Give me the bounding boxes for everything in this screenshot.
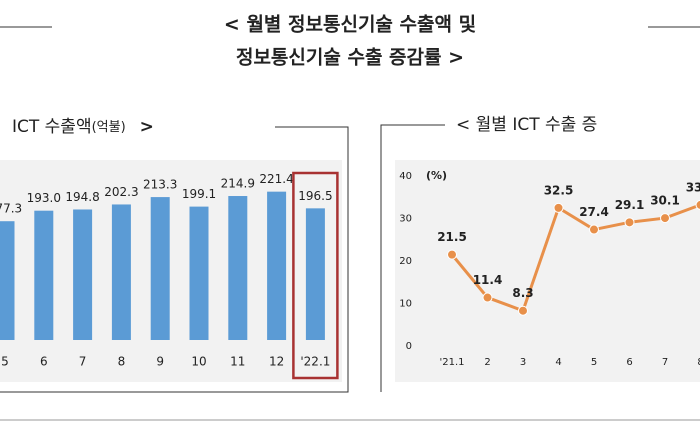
y-tick-label: 0: [406, 341, 412, 352]
x-tick-label: 9: [156, 355, 164, 369]
x-tick-label: 12: [269, 355, 284, 369]
highlight-box: [292, 171, 339, 380]
point: [447, 249, 457, 260]
bar: [305, 208, 325, 340]
panel-frame: [380, 124, 445, 392]
value-label: 199.1: [182, 187, 216, 201]
title-line: < 월별 정보통신기술 수출액 및: [224, 14, 476, 36]
value-label: 27.4: [579, 205, 609, 219]
plot-background: [395, 160, 700, 382]
value-label: 213.3: [143, 178, 177, 192]
panel-title: ICT 수출액(억불) >: [12, 117, 154, 137]
x-tick-label: 3: [520, 357, 526, 368]
point: [589, 224, 599, 235]
bar: [111, 204, 131, 340]
value-label: 177.3: [0, 202, 22, 216]
point: [482, 292, 493, 303]
point: [553, 202, 564, 213]
value-label: 11.4: [473, 273, 503, 287]
value-label: 21.5: [437, 230, 467, 244]
y-tick-label: 20: [399, 256, 412, 267]
value-label: 33.2: [686, 180, 700, 194]
value-label: 32.5: [544, 183, 574, 197]
point: [624, 217, 635, 228]
value-label: 221.4: [259, 172, 293, 186]
point: [518, 305, 528, 316]
y-tick-label: 30: [399, 214, 412, 225]
x-tick-label: 8: [697, 357, 700, 368]
value-label: 8.3: [512, 286, 533, 300]
x-tick-label: 6: [626, 357, 632, 368]
y-tick-label: 40: [399, 171, 412, 182]
x-tick-label: 11: [230, 355, 245, 369]
point: [660, 213, 670, 224]
bar: [228, 196, 248, 340]
x-tick-label: 6: [40, 355, 48, 369]
value-label: 214.9: [221, 177, 255, 191]
x-tick-label: 5: [591, 357, 597, 368]
value-label: 29.1: [615, 198, 645, 212]
x-tick-label: 4: [555, 357, 561, 368]
x-tick-label: '22.1: [300, 355, 330, 369]
panel-frame: [0, 126, 349, 393]
value-label: 193.0: [27, 191, 61, 205]
bar: [73, 209, 93, 340]
x-tick-label: 5: [1, 355, 9, 369]
bar: [267, 191, 287, 340]
title-line: 정보통신기술 수출 증감률 >: [236, 47, 464, 69]
bar: [34, 210, 54, 340]
value-label: 194.8: [65, 190, 99, 204]
line: [450, 203, 700, 313]
value-label: 202.3: [104, 185, 138, 199]
bar: [150, 197, 170, 340]
panel-title-end: >: [140, 117, 154, 137]
x-tick-label: 7: [662, 357, 668, 368]
panel-title: < 월별 ICT 수출 증: [456, 115, 597, 135]
panel-unit: (억불): [92, 120, 126, 135]
x-tick-label: 2: [484, 357, 490, 368]
y-axis-label: (%): [426, 169, 447, 182]
bar: [0, 221, 15, 340]
value-label: 30.1: [650, 194, 680, 208]
y-tick-label: 10: [399, 299, 412, 310]
bar: [189, 206, 209, 340]
panel-title-main: ICT 수출액: [12, 117, 92, 137]
x-tick-label: 10: [191, 355, 206, 369]
point: [695, 199, 700, 210]
x-tick-label: 8: [118, 355, 126, 369]
x-tick-label: '21.1: [439, 357, 464, 368]
x-tick-label: 7: [79, 355, 87, 369]
value-label: 196.5: [298, 189, 332, 203]
